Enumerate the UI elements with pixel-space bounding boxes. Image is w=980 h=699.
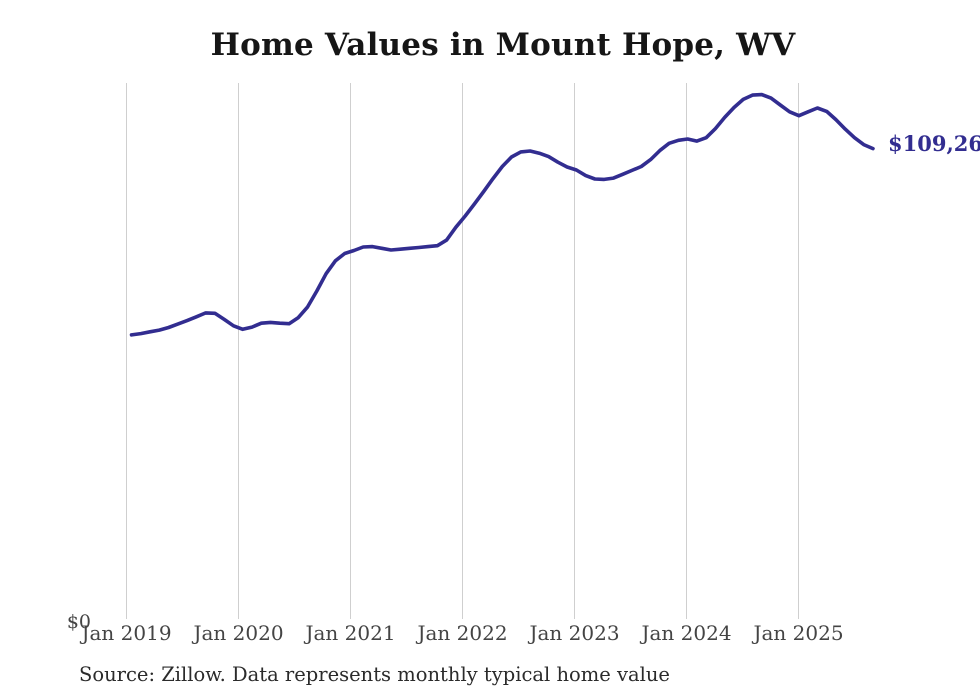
vertical-gridlines [126,83,799,619]
latest-value-label: $109,263 [888,131,980,156]
y-axis-zero-label: $0 [66,611,91,633]
source-note: Source: Zillow. Data represents monthly … [79,663,670,686]
chart-title: Home Values in Mount Hope, WV [210,27,796,63]
home-value-line-series [129,92,875,337]
